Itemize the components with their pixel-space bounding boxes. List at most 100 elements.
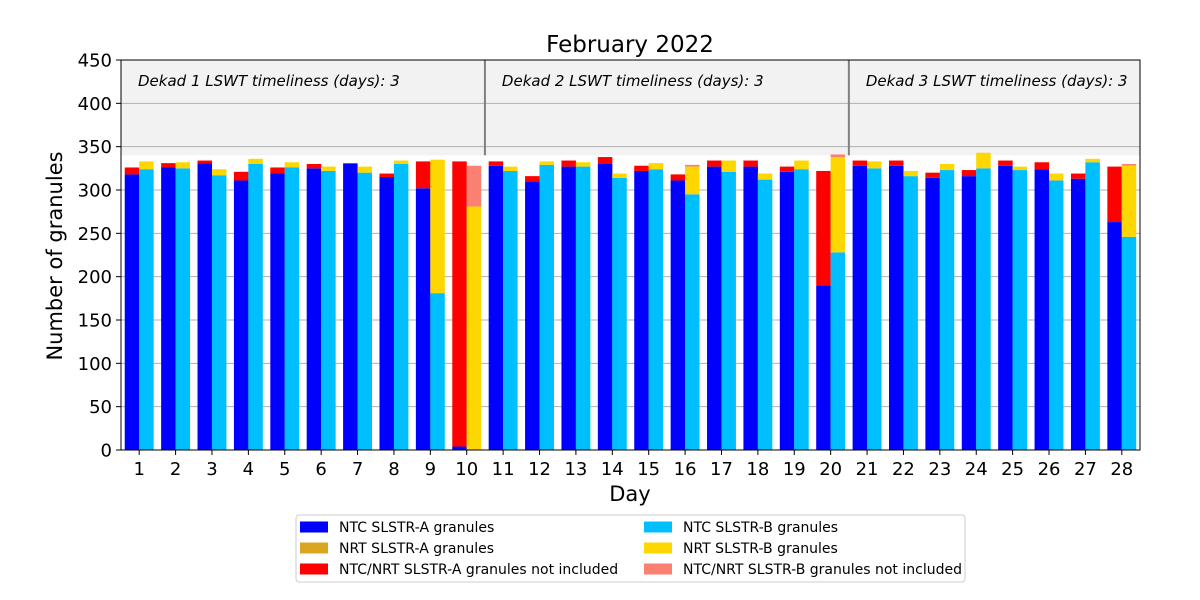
bar-day26-not-included-slstr-a	[1034, 162, 1050, 170]
dekad-1-annotation: Dekad 1 LSWT timeliness (days): 3	[138, 72, 400, 90]
bar-day17-ntc-slstr-a	[707, 166, 722, 450]
bar-day4-nrt-slstr-b	[248, 158, 263, 164]
bar-day25-not-included-slstr-a	[998, 160, 1013, 166]
legend-swatch-1	[300, 521, 328, 533]
bar-day7-not-included-slstr-a	[343, 163, 358, 164]
bar-day2-nrt-slstr-b	[175, 162, 191, 169]
bar-day26-nrt-slstr-b	[1048, 173, 1064, 181]
bar-day24-not-included-slstr-a	[961, 170, 977, 177]
x-tick-label-27: 27	[1074, 459, 1097, 480]
legend-label-3: NRT SLSTR-A granules	[339, 541, 494, 557]
bar-day25-nrt-slstr-b	[1012, 166, 1028, 171]
bar-day27-ntc-slstr-b	[1085, 162, 1100, 450]
y-tick-label-0: 0	[101, 441, 112, 462]
bar-day17-ntc-slstr-b	[721, 171, 736, 451]
bar-day5-nrt-slstr-b	[284, 162, 300, 168]
bar-day11-not-included-slstr-a	[488, 161, 504, 166]
bar-day23-ntc-slstr-b	[939, 170, 955, 451]
bar-day12-nrt-slstr-b	[539, 161, 554, 165]
bar-day15-ntc-slstr-b	[648, 169, 664, 450]
bar-day4-not-included-slstr-a	[233, 171, 249, 181]
bar-day7-ntc-slstr-a	[343, 164, 358, 450]
dekad-separators	[483, 60, 850, 156]
legend: NTC SLSTR-A granules NTC SLSTR-B granules…	[295, 514, 966, 583]
bar-day15-nrt-slstr-b	[648, 163, 664, 170]
bar-day28-ntc-slstr-a	[1107, 222, 1122, 450]
x-tick-label-4: 4	[243, 459, 254, 480]
x-tick-label-25: 25	[1001, 459, 1024, 480]
bar-day2-ntc-slstr-a	[161, 167, 176, 450]
y-tick-label-200: 200	[78, 267, 112, 288]
legend-swatch-2	[644, 521, 672, 533]
y-axis-title: Number of granules	[43, 151, 67, 360]
bar-day5-ntc-slstr-b	[284, 167, 300, 450]
bar-day25-ntc-slstr-a	[998, 165, 1013, 450]
bar-day3-nrt-slstr-b	[211, 169, 227, 176]
bar-day3-ntc-slstr-a	[197, 163, 213, 450]
bar-day20-not-included-slstr-a	[816, 170, 831, 286]
x-tick-label-21: 21	[856, 459, 879, 480]
legend-label-5: NTC/NRT SLSTR-A granules not included	[339, 562, 618, 578]
bar-day27-nrt-slstr-b	[1085, 158, 1100, 163]
bar-day16-ntc-slstr-b	[685, 194, 700, 450]
bar-day27-not-included-slstr-a	[1070, 173, 1086, 179]
bar-day15-not-included-slstr-a	[634, 165, 649, 171]
y-tick-label-450: 450	[78, 51, 112, 72]
bar-day24-ntc-slstr-a	[961, 176, 977, 450]
bar-day22-ntc-slstr-a	[888, 165, 904, 450]
x-tick-label-8: 8	[388, 459, 399, 480]
bar-day12-ntc-slstr-a	[525, 181, 540, 451]
x-tick-label-5: 5	[279, 459, 290, 480]
bar-day19-not-included-slstr-a	[779, 166, 795, 172]
bar-day5-not-included-slstr-a	[270, 167, 285, 174]
x-tick-label-14: 14	[601, 459, 624, 480]
bar-day18-ntc-slstr-a	[743, 166, 758, 450]
x-tick-label-1: 1	[133, 459, 144, 480]
dekad-2-annotation: Dekad 2 LSWT timeliness (days): 3	[502, 72, 764, 90]
y-tick-label-400: 400	[78, 94, 112, 115]
bar-day19-ntc-slstr-a	[779, 171, 795, 451]
bar-day21-not-included-slstr-a	[852, 160, 868, 166]
bar-day23-ntc-slstr-a	[925, 177, 940, 450]
legend-swatch-4	[644, 542, 672, 554]
bar-day8-ntc-slstr-a	[379, 177, 394, 450]
bar-day23-not-included-slstr-a	[925, 172, 940, 178]
legend-swatch-5	[300, 563, 328, 575]
x-tick-label-24: 24	[965, 459, 988, 480]
plot-background	[121, 60, 1140, 156]
bar-day28-not-included-slstr-b	[1121, 164, 1137, 166]
x-tick-label-23: 23	[928, 459, 951, 480]
bar-day11-ntc-slstr-a	[488, 165, 504, 450]
bar-day16-not-included-slstr-a	[670, 174, 686, 181]
bar-day11-nrt-slstr-b	[503, 166, 518, 171]
x-tick-label-26: 26	[1038, 459, 1061, 480]
bar-day26-ntc-slstr-a	[1034, 169, 1050, 450]
plot-frame	[120, 59, 1141, 451]
bar-day8-nrt-slstr-b	[393, 160, 409, 164]
bar-day16-nrt-slstr-b	[685, 166, 700, 195]
x-tick-label-20: 20	[819, 459, 842, 480]
bar-day20-ntc-slstr-a	[816, 285, 831, 450]
bar-day10-ntc-slstr-a	[452, 446, 467, 450]
bar-day22-not-included-slstr-a	[888, 160, 904, 166]
y-tick-label-250: 250	[78, 224, 112, 245]
bar-day4-ntc-slstr-a	[233, 180, 249, 450]
dekad-annotations: Dekad 1 LSWT timeliness (days): 3 Dekad 2…	[138, 72, 1128, 90]
x-tick-label-28: 28	[1110, 459, 1133, 480]
dekad-3-annotation: Dekad 3 LSWT timeliness (days): 3	[866, 72, 1128, 90]
bar-day10-not-included-slstr-a	[452, 161, 467, 447]
bar-day4-ntc-slstr-b	[248, 164, 263, 450]
bar-day7-nrt-slstr-b	[357, 166, 373, 173]
bar-day13-nrt-slstr-b	[575, 162, 591, 167]
bar-day20-ntc-slstr-b	[830, 252, 846, 450]
bar-day1-ntc-slstr-a	[124, 174, 140, 450]
y-tick-label-100: 100	[78, 354, 112, 375]
bar-day14-ntc-slstr-b	[612, 177, 627, 450]
legend-box	[295, 514, 966, 583]
bar-day1-not-included-slstr-a	[124, 167, 140, 175]
bar-day24-ntc-slstr-b	[976, 168, 991, 451]
legend-label-6: NTC/NRT SLSTR-B granules not included	[683, 562, 962, 578]
bar-day3-ntc-slstr-b	[211, 175, 227, 450]
bar-day5-ntc-slstr-a	[270, 173, 285, 451]
